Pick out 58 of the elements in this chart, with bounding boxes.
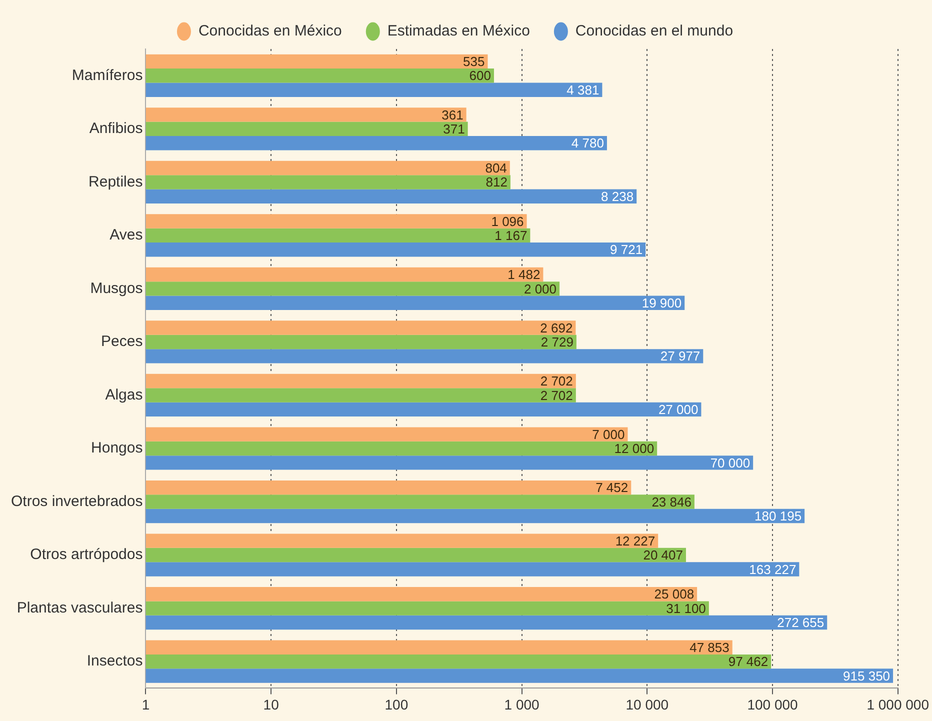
data-label: 27 977 xyxy=(660,348,700,364)
data-label: 600 xyxy=(469,68,491,84)
data-label: 1 096 xyxy=(491,214,524,229)
data-label: 163 227 xyxy=(749,562,796,577)
data-label: 97 462 xyxy=(728,654,768,670)
data-label: 915 350 xyxy=(843,668,890,684)
data-label: 12 227 xyxy=(615,533,656,548)
x-tick-label: 100 xyxy=(384,696,408,712)
data-label: 180 195 xyxy=(754,508,802,524)
y-tick-label: Peces xyxy=(101,333,143,350)
data-label: 4 381 xyxy=(566,82,600,98)
x-tick-label: 1 xyxy=(142,696,150,712)
data-label: 272 655 xyxy=(777,615,824,630)
y-tick-label: Musgos xyxy=(90,280,143,297)
data-label: 23 846 xyxy=(652,494,692,510)
data-label: 2 000 xyxy=(524,281,557,296)
data-label: 361 xyxy=(442,107,464,122)
data-label: 2 702 xyxy=(540,388,573,403)
data-label: 20 407 xyxy=(643,548,683,563)
y-tick-label: Anfibios xyxy=(89,120,143,138)
legend-label: Conocidas en México xyxy=(198,22,342,40)
data-label: 2 729 xyxy=(540,334,574,350)
x-tick-label: 1 000 xyxy=(504,696,540,712)
data-label: 812 xyxy=(486,174,508,190)
y-tick-label: Algas xyxy=(105,386,143,404)
legend-label: Conocidas en el mundo xyxy=(575,22,734,40)
data-label: 1 167 xyxy=(494,228,528,244)
data-label: 47 853 xyxy=(690,640,730,655)
data-label: 27 000 xyxy=(658,402,698,418)
data-label: 31 100 xyxy=(666,600,706,616)
y-tick-label: Insectos xyxy=(86,652,143,670)
data-label: 8 238 xyxy=(601,188,634,204)
y-tick-label: Mamíferos xyxy=(72,66,143,84)
y-tick-label: Otros invertebrados xyxy=(10,492,143,510)
x-tick-label: 10 000 xyxy=(626,696,669,712)
data-label: 2 692 xyxy=(540,320,573,336)
data-label: 9 721 xyxy=(610,242,643,258)
data-label: 70 000 xyxy=(710,455,750,470)
data-label: 4 780 xyxy=(571,136,604,151)
legend-label: Estimadas en México xyxy=(387,22,530,40)
data-label: 7 452 xyxy=(596,480,628,496)
x-tick-label: 1 000 000 xyxy=(866,696,930,712)
y-tick-label: Plantas vasculares xyxy=(16,599,143,616)
x-tick-label: 10 xyxy=(263,696,280,712)
data-label: 12 000 xyxy=(614,441,654,456)
y-tick-label: Reptiles xyxy=(88,173,143,190)
data-label: 25 008 xyxy=(654,586,694,602)
y-tick-label: Aves xyxy=(110,226,143,244)
data-label: 371 xyxy=(443,121,465,136)
data-label: 2 702 xyxy=(540,374,573,389)
data-label: 804 xyxy=(485,160,507,176)
data-label: 535 xyxy=(463,54,485,70)
data-label: 7 000 xyxy=(592,426,625,442)
data-label: 1 482 xyxy=(508,267,540,282)
data-label: 19 900 xyxy=(642,295,682,310)
x-tick-label: 100 000 xyxy=(747,696,798,712)
y-tick-label: Hongos xyxy=(91,440,143,457)
y-tick-label: Otros artrópodos xyxy=(30,546,143,564)
